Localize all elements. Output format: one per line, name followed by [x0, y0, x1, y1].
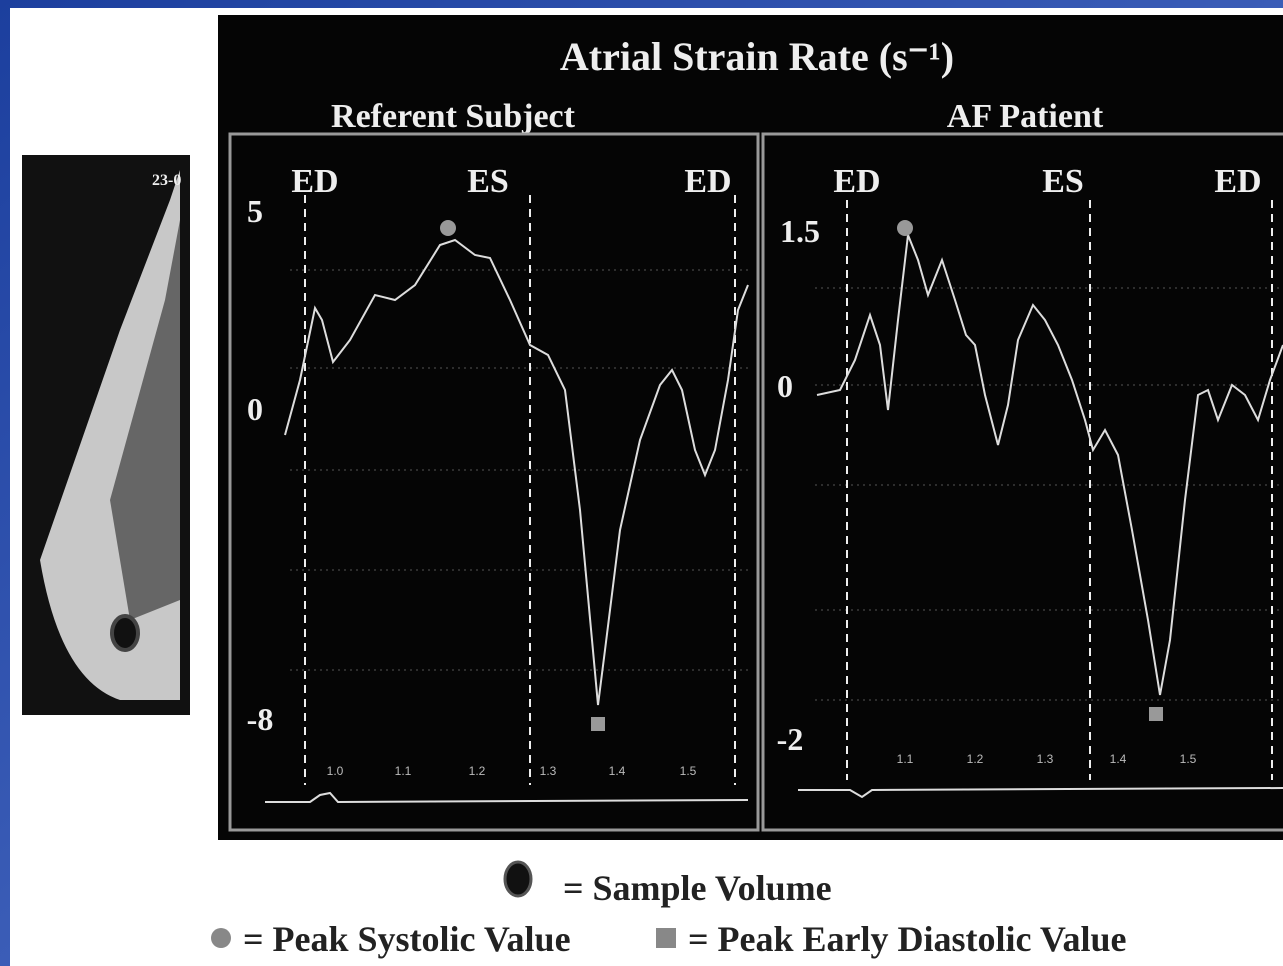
strain-trace	[284, 238, 749, 706]
x-label: 1.1	[395, 764, 412, 778]
ecg-trace	[265, 791, 749, 804]
x-label: 1.5	[680, 764, 697, 778]
event-label: ED	[833, 163, 880, 200]
panel-right: ED ES ED 1.5 0 -2 1.1 1.2 1.3 1.4 1.5	[777, 163, 1283, 799]
subtitle: AF Patient	[947, 98, 1104, 135]
y-label: 5	[247, 193, 263, 229]
subtitle: Referent Subject	[331, 98, 576, 135]
event-label: ED	[291, 163, 338, 200]
peak-diastolic-marker	[1149, 707, 1163, 721]
peak-diastolic-marker	[591, 717, 605, 731]
event-label: ES	[1042, 163, 1084, 200]
strain-trace	[816, 234, 1283, 696]
legend-text: = Peak Systolic Value	[243, 919, 571, 959]
x-label: 1.2	[469, 764, 486, 778]
mri-shade	[110, 220, 180, 620]
panel-left: ED ES ED 5 0 -8 1.0 1.1 1.2 1.3 1.4 1.5	[247, 163, 750, 804]
ecg-trace	[798, 787, 1283, 799]
x-label: 1.0	[327, 764, 344, 778]
y-label: -2	[777, 721, 804, 757]
y-label: -8	[247, 701, 274, 737]
panel-frame	[761, 132, 1283, 832]
event-label: ED	[684, 163, 731, 200]
y-label: 1.5	[780, 213, 820, 249]
sample-volume-marker	[110, 614, 140, 652]
x-label: 1.4	[609, 764, 626, 778]
panel-frame	[228, 132, 760, 832]
legend-icon	[656, 928, 676, 948]
x-label: 1.5	[1180, 752, 1197, 766]
x-label: 1.3	[540, 764, 557, 778]
event-label: ED	[1214, 163, 1261, 200]
image-label: 23-0	[152, 172, 181, 189]
legend-icon	[211, 928, 231, 948]
legend-text: = Sample Volume	[563, 868, 832, 908]
y-label: 0	[247, 391, 263, 427]
title: Atrial Strain Rate (s⁻¹)	[560, 34, 954, 79]
x-label: 1.2	[967, 752, 984, 766]
event-label: ES	[467, 163, 509, 200]
legend-text: = Peak Early Diastolic Value	[688, 919, 1127, 959]
chart-box	[218, 15, 1283, 840]
y-label: 0	[777, 368, 793, 404]
x-label: 1.4	[1110, 752, 1127, 766]
peak-systolic-marker	[897, 220, 913, 236]
x-label: 1.1	[897, 752, 914, 766]
peak-systolic-marker	[440, 220, 456, 236]
x-label: 1.3	[1037, 752, 1054, 766]
legend-icon	[503, 860, 533, 898]
